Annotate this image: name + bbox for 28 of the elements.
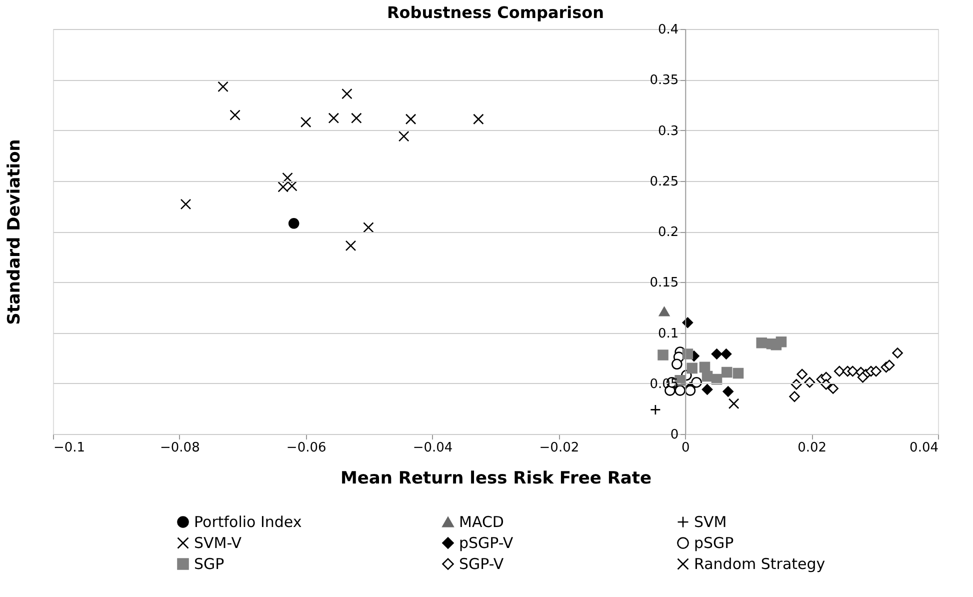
y-tick-label: 0.1 (658, 326, 679, 342)
legend-label: pSGP (694, 534, 734, 552)
y-tick-label: 0.35 (650, 73, 679, 88)
x-tick-label: 0 (682, 440, 690, 456)
chart-title: Robustness Comparison (386, 3, 604, 22)
legend-label: MACD (459, 513, 504, 531)
y-tick-label: 0.4 (658, 22, 679, 38)
legend-label: SGP (194, 555, 224, 573)
x-tick-label: −0.02 (539, 440, 580, 456)
y-tick-label: 0.2 (658, 225, 679, 240)
legend-label: SVM (694, 513, 727, 531)
x-tick-label: −0.08 (160, 440, 200, 456)
legend-label: SVM-V (194, 534, 242, 552)
x-tick-label: −0.1 (54, 440, 86, 456)
y-tick-label: 0 (670, 428, 679, 442)
x-tick-label: −0.06 (286, 440, 326, 456)
x-tick-label: −0.04 (412, 440, 453, 456)
x-tick-label: 0.02 (798, 440, 827, 456)
y-tick-label: 0.15 (650, 276, 679, 291)
legend-label: pSGP-V (459, 534, 514, 552)
legend-label: Random Strategy (694, 555, 826, 573)
legend-label: SGP-V (459, 555, 504, 573)
y-tick-label: 0.25 (650, 174, 679, 190)
y-tick-label: 0.3 (658, 124, 679, 139)
y-axis-title: Standard Deviation (4, 139, 24, 325)
x-axis-title: Mean Return less Risk Free Rate (340, 468, 652, 488)
legend-label: Portfolio Index (194, 513, 302, 531)
x-tick-label: 0.04 (910, 440, 938, 456)
